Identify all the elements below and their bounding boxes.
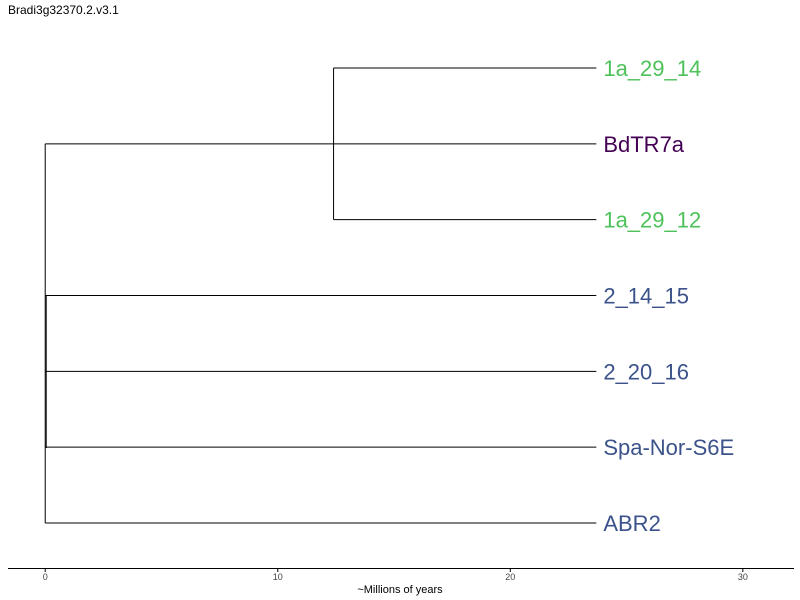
- tip-label-Spa-Nor-S6E: Spa-Nor-S6E: [603, 435, 734, 460]
- tip-label-ABR2: ABR2: [603, 511, 660, 536]
- x-tick-label-0: 0: [43, 572, 48, 582]
- x-tick-label-30: 30: [738, 572, 748, 582]
- tip-labels: 1a_29_14 BdTR7a 1a_29_12 2_14_15 2_20_16 Spa-…: [603, 56, 734, 536]
- tip-label-2_20_16: 2_20_16: [603, 359, 689, 384]
- branches: [44, 67, 597, 524]
- x-axis-label: ~Millions of years: [357, 584, 443, 596]
- tip-label-2_14_15: 2_14_15: [603, 283, 689, 308]
- tip-label-1a_29_14: 1a_29_14: [603, 56, 701, 81]
- x-axis-ticks: 0 10 20 30: [43, 568, 748, 582]
- tip-label-BdTR7a: BdTR7a: [603, 132, 684, 157]
- x-tick-label-20: 20: [505, 572, 515, 582]
- x-tick-label-10: 10: [273, 572, 283, 582]
- tip-label-1a_29_12: 1a_29_12: [603, 208, 701, 233]
- figure-title: Bradi3g32370.2.v3.1: [8, 3, 119, 17]
